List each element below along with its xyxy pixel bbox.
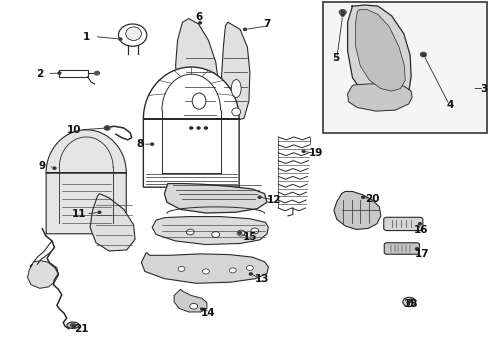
Ellipse shape (67, 322, 79, 328)
Text: 6: 6 (195, 12, 202, 22)
Circle shape (98, 211, 101, 213)
Circle shape (197, 127, 200, 129)
Circle shape (418, 223, 421, 225)
Text: 5: 5 (332, 53, 339, 63)
Ellipse shape (119, 24, 147, 46)
Circle shape (239, 232, 242, 234)
Circle shape (204, 127, 207, 129)
Polygon shape (90, 194, 135, 251)
Text: 8: 8 (136, 139, 144, 149)
Circle shape (190, 127, 193, 129)
Ellipse shape (231, 80, 241, 98)
Circle shape (420, 52, 426, 57)
Text: 16: 16 (414, 225, 428, 235)
Circle shape (212, 231, 220, 237)
Polygon shape (175, 19, 220, 138)
Text: 11: 11 (72, 209, 86, 219)
Ellipse shape (126, 27, 142, 41)
Circle shape (258, 196, 261, 198)
Circle shape (104, 126, 110, 130)
Circle shape (246, 265, 253, 270)
Circle shape (302, 150, 305, 152)
Text: 2: 2 (36, 69, 44, 79)
Bar (323, 3, 487, 134)
Circle shape (403, 297, 416, 307)
Circle shape (178, 266, 185, 271)
Circle shape (190, 303, 197, 309)
Circle shape (422, 54, 425, 56)
Polygon shape (334, 192, 381, 229)
Circle shape (229, 268, 236, 273)
Circle shape (410, 299, 413, 301)
Polygon shape (164, 184, 267, 213)
Circle shape (416, 248, 418, 250)
Circle shape (53, 167, 56, 169)
Text: 9: 9 (39, 161, 46, 171)
Circle shape (339, 10, 346, 15)
Text: 13: 13 (255, 274, 270, 284)
Circle shape (105, 127, 108, 129)
Text: 15: 15 (243, 232, 257, 242)
Circle shape (186, 229, 194, 235)
Circle shape (200, 308, 203, 310)
Text: 12: 12 (267, 195, 282, 205)
Circle shape (341, 14, 344, 16)
Text: 1: 1 (83, 32, 90, 41)
Polygon shape (174, 289, 207, 312)
Circle shape (249, 273, 252, 275)
Text: 19: 19 (309, 148, 323, 158)
Text: 21: 21 (74, 324, 89, 334)
Circle shape (237, 230, 245, 236)
Polygon shape (27, 261, 58, 288)
Text: 7: 7 (263, 19, 270, 29)
Polygon shape (46, 130, 126, 234)
Circle shape (151, 143, 154, 145)
Circle shape (73, 325, 75, 327)
Text: 20: 20 (365, 194, 379, 204)
Bar (59, 70, 88, 77)
Ellipse shape (232, 108, 241, 116)
Text: 10: 10 (67, 125, 81, 135)
Circle shape (119, 38, 122, 40)
Text: 14: 14 (201, 308, 216, 318)
Circle shape (362, 196, 365, 198)
Polygon shape (144, 67, 239, 187)
Polygon shape (142, 252, 269, 283)
FancyBboxPatch shape (384, 243, 419, 254)
Text: 3: 3 (481, 84, 488, 94)
Circle shape (202, 269, 209, 274)
Polygon shape (221, 22, 250, 121)
Circle shape (198, 22, 201, 24)
Text: 17: 17 (415, 248, 429, 258)
Circle shape (95, 71, 99, 75)
Circle shape (244, 28, 246, 31)
Text: 18: 18 (404, 299, 418, 309)
Polygon shape (347, 84, 412, 111)
Circle shape (251, 228, 259, 234)
Polygon shape (152, 217, 269, 244)
Polygon shape (347, 5, 411, 105)
Text: 4: 4 (446, 100, 454, 110)
Circle shape (71, 323, 75, 327)
FancyBboxPatch shape (384, 217, 423, 230)
Polygon shape (355, 10, 405, 91)
Circle shape (58, 72, 61, 74)
Ellipse shape (192, 93, 206, 109)
